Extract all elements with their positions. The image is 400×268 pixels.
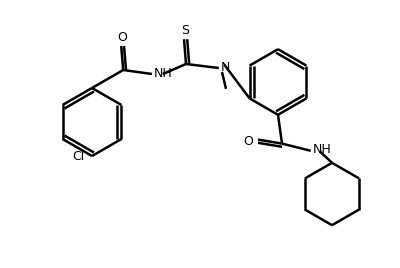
Text: S: S bbox=[181, 24, 189, 37]
Text: NH: NH bbox=[154, 68, 173, 80]
Text: NH: NH bbox=[313, 143, 332, 156]
Text: O: O bbox=[118, 31, 127, 44]
Text: O: O bbox=[243, 135, 253, 148]
Text: Cl: Cl bbox=[72, 150, 85, 163]
Text: N: N bbox=[220, 61, 230, 74]
